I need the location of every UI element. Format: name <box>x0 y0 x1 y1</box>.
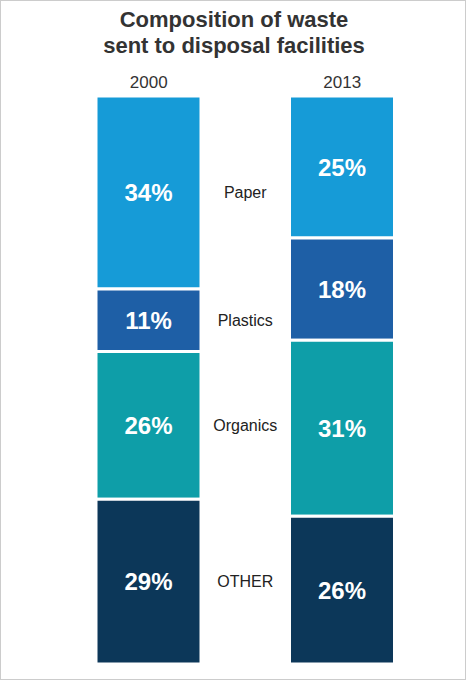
svg-text:2013: 2013 <box>323 73 361 92</box>
svg-text:34%: 34% <box>124 179 172 206</box>
svg-text:26%: 26% <box>318 577 366 604</box>
svg-text:OTHER: OTHER <box>217 573 273 590</box>
svg-text:25%: 25% <box>318 154 366 181</box>
svg-text:29%: 29% <box>124 568 172 595</box>
svg-text:26%: 26% <box>124 412 172 439</box>
svg-text:Plastics: Plastics <box>218 312 273 329</box>
svg-text:18%: 18% <box>318 276 366 303</box>
html-text:Composition of waste sent to d: Composition of waste sent to disposal fa… <box>103 7 365 58</box>
svg-text:31%: 31% <box>318 415 366 442</box>
svg-text:Paper: Paper <box>224 184 267 201</box>
svg-text:2000: 2000 <box>130 73 168 92</box>
svg-text:Organics: Organics <box>213 417 277 434</box>
svg-text:11%: 11% <box>125 307 172 334</box>
